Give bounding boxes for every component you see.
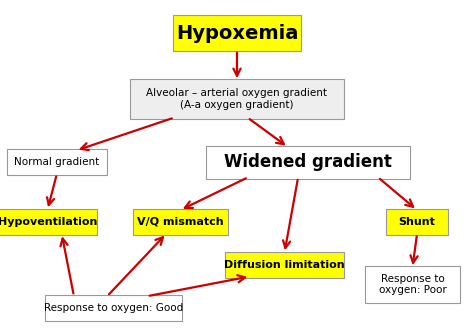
FancyBboxPatch shape [7, 149, 107, 175]
FancyBboxPatch shape [133, 209, 228, 235]
Text: Widened gradient: Widened gradient [224, 153, 392, 171]
FancyBboxPatch shape [130, 79, 344, 119]
Text: Alveolar – arterial oxygen gradient
(A-a oxygen gradient): Alveolar – arterial oxygen gradient (A-a… [146, 88, 328, 110]
FancyBboxPatch shape [365, 266, 460, 303]
Text: V/Q mismatch: V/Q mismatch [137, 217, 223, 227]
Text: Hypoventilation: Hypoventilation [0, 217, 97, 227]
FancyBboxPatch shape [45, 295, 182, 321]
Text: Response to
oxygen: Poor: Response to oxygen: Poor [379, 274, 446, 296]
Text: Normal gradient: Normal gradient [14, 157, 100, 167]
FancyBboxPatch shape [173, 15, 301, 51]
FancyBboxPatch shape [386, 209, 448, 235]
Text: Diffusion limitation: Diffusion limitation [224, 260, 345, 270]
FancyBboxPatch shape [225, 252, 344, 278]
Text: Hypoxemia: Hypoxemia [176, 24, 298, 43]
Text: Shunt: Shunt [399, 217, 436, 227]
FancyBboxPatch shape [0, 209, 97, 235]
FancyBboxPatch shape [206, 146, 410, 179]
Text: Response to oxygen: Good: Response to oxygen: Good [44, 303, 183, 313]
